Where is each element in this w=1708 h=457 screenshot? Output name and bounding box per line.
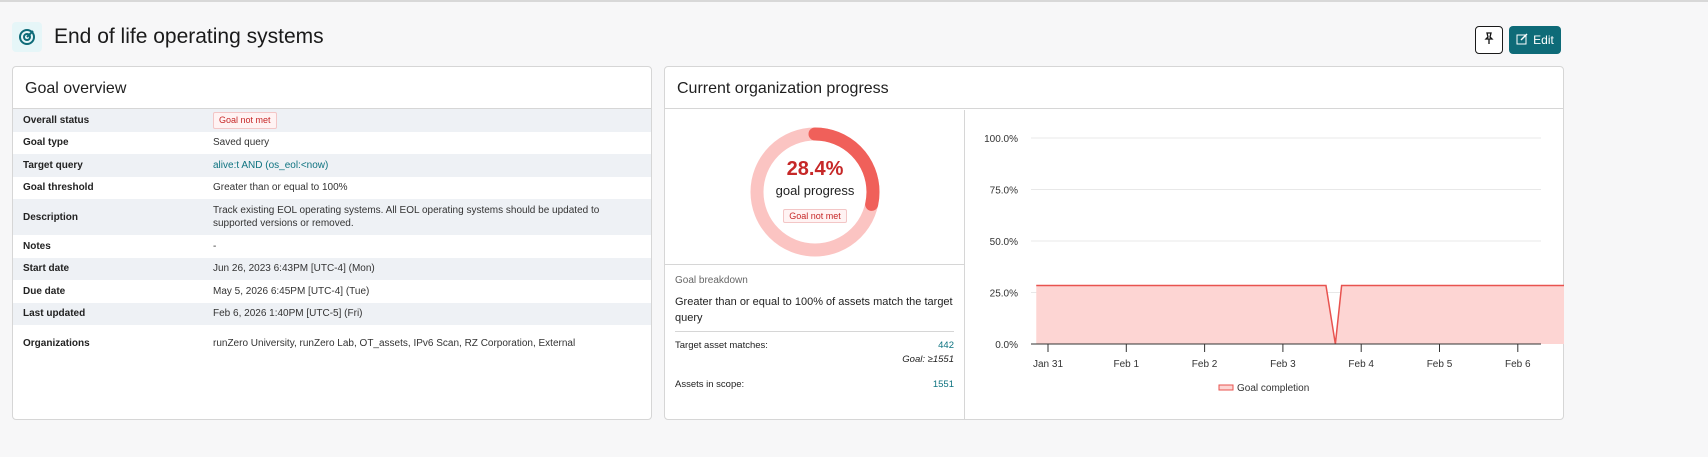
x-tick-label: Feb 1 xyxy=(1114,359,1140,370)
row-value: Track existing EOL operating systems. Al… xyxy=(213,205,600,229)
overview-row: Overall status Goal not met xyxy=(13,109,651,132)
goal-completion-chart: 0.0% 25.0% 50.0% 75.0% 100.0% Jan 31 Feb 1 Feb … xyxy=(984,134,1573,394)
area-fill xyxy=(1036,285,1573,344)
progress-title: Current organization progress xyxy=(665,67,1563,109)
progress-percent: 28.4% xyxy=(786,158,844,180)
y-tick-label: 50.0% xyxy=(990,237,1018,248)
page-header: End of life operating systems xyxy=(12,22,324,52)
x-tick-label: Feb 3 xyxy=(1270,359,1296,370)
row-value: Feb 6, 2026 1:40PM [UTC-5] (Fri) xyxy=(213,308,363,320)
edit-icon xyxy=(1516,33,1528,48)
breakdown-label: Goal breakdown xyxy=(675,275,748,286)
overview-row: Start date Jun 26, 2023 6:43PM [UTC-4] (M… xyxy=(13,257,651,280)
edit-button[interactable]: Edit xyxy=(1509,26,1561,54)
row-value: Jun 26, 2023 6:43PM [UTC-4] (Mon) xyxy=(213,263,375,275)
legend-label: Goal completion xyxy=(1237,383,1309,394)
goal-target-icon xyxy=(12,22,42,52)
row-value: Greater than or equal to 100% xyxy=(213,182,348,194)
row-key: Organizations xyxy=(23,337,90,349)
overview-row: Target query alive:t AND (os_eol:<now) xyxy=(13,154,651,177)
matches-label: Target asset matches: xyxy=(675,340,768,351)
progress-donut xyxy=(750,127,880,257)
x-tick-label: Jan 31 xyxy=(1033,359,1063,370)
status-badge: Goal not met xyxy=(213,111,277,129)
overview-row: Description Track existing EOL operating … xyxy=(13,199,651,235)
overview-row: Due date May 5, 2026 6:45PM [UTC-4] (Tue) xyxy=(13,280,651,303)
y-tick-label: 0.0% xyxy=(995,340,1018,351)
overview-row: Goal type Saved query xyxy=(13,132,651,155)
progress-sub: goal progress xyxy=(775,183,855,198)
target-query-link[interactable]: alive:t AND (os_eol:<now) xyxy=(213,159,329,171)
overview-row: Organizations runZero University, runZero… xyxy=(13,325,651,361)
row-key: Goal type xyxy=(23,137,69,149)
x-tick-label: Feb 4 xyxy=(1348,359,1374,370)
overview-row: Last updated Feb 6, 2026 1:40PM [UTC-5] (… xyxy=(13,302,651,325)
goal-overview-table: Overall status Goal not met Goal type Saved… xyxy=(13,109,651,361)
row-key: Start date xyxy=(23,263,70,275)
y-tick-label: 25.0% xyxy=(990,289,1018,300)
x-tick-label: Feb 5 xyxy=(1427,359,1453,370)
progress-card: Current organization progress 28.4% goal… xyxy=(664,66,1573,420)
row-key: Target query xyxy=(23,159,83,171)
row-value: May 5, 2026 6:45PM [UTC-4] (Tue) xyxy=(213,285,370,297)
goal-value: Goal: ≥1551 xyxy=(902,354,954,365)
scope-value: 1551 xyxy=(932,379,954,390)
edit-label: Edit xyxy=(1533,33,1554,47)
overview-row: Notes - xyxy=(13,235,651,258)
row-value: - xyxy=(213,240,217,252)
y-tick-label: 100.0% xyxy=(984,134,1018,145)
legend-swatch xyxy=(1218,384,1234,391)
x-tick-label: Feb 2 xyxy=(1192,359,1218,370)
page-title: End of life operating systems xyxy=(54,25,324,48)
matches-value: 442 xyxy=(938,340,954,351)
y-tick-label: 75.0% xyxy=(990,186,1018,197)
progress-status-badge: Goal not met xyxy=(783,209,847,223)
row-key: Last updated xyxy=(23,308,86,320)
breakdown-text: Greater than or equal to 100% of assets … xyxy=(675,294,954,332)
x-tick-label: Feb 6 xyxy=(1505,359,1531,370)
overview-row: Goal threshold Greater than or equal to 1… xyxy=(13,177,651,200)
goal-overview-card: Goal overview Overall status Goal not met… xyxy=(12,66,652,420)
row-key: Notes xyxy=(23,240,51,252)
row-key: Overall status xyxy=(23,114,90,126)
row-key: Goal threshold xyxy=(23,182,94,194)
row-key: Due date xyxy=(23,285,66,297)
pin-icon xyxy=(1482,31,1496,50)
pin-button[interactable] xyxy=(1475,26,1503,54)
goal-overview-title: Goal overview xyxy=(13,67,651,109)
row-value: runZero University, runZero Lab, OT_asse… xyxy=(213,337,576,349)
row-key: Description xyxy=(23,211,79,223)
scope-label: Assets in scope: xyxy=(675,379,745,390)
row-value: Saved query xyxy=(213,137,270,149)
